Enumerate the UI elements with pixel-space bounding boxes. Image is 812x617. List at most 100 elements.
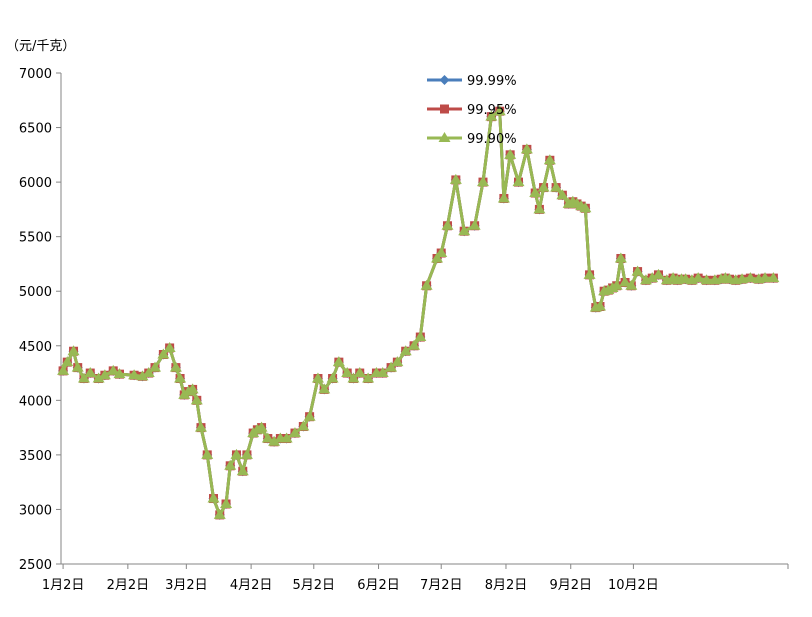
series-point — [391, 356, 404, 367]
series-point — [190, 394, 203, 405]
series-point — [759, 272, 772, 283]
x-tick-label: 10月2日 — [608, 578, 659, 593]
series-point — [163, 341, 176, 352]
series-point — [449, 173, 462, 184]
series-point — [504, 148, 517, 159]
x-tick-label: 4月2日 — [230, 578, 273, 593]
series-point — [240, 448, 253, 459]
series-point — [297, 420, 310, 431]
x-tick-label: 7月2日 — [420, 578, 463, 593]
y-tick-label: 3000 — [19, 503, 52, 518]
series-point — [213, 508, 226, 519]
y-tick-label: 5000 — [19, 285, 52, 300]
series-point — [236, 465, 249, 476]
series-point — [767, 272, 780, 283]
y-tick-label: 4500 — [19, 340, 52, 355]
x-tick-label: 8月2日 — [485, 578, 528, 593]
series-point — [207, 492, 220, 503]
x-tick-label: 5月2日 — [293, 578, 336, 593]
series-point — [98, 369, 111, 380]
series-point — [520, 143, 533, 154]
series-point — [610, 279, 623, 290]
series-point — [458, 225, 471, 236]
series-point — [431, 252, 444, 263]
series-point — [224, 459, 237, 470]
series-point — [736, 273, 749, 284]
series-point — [537, 181, 550, 192]
series-point — [420, 279, 433, 290]
series-point — [533, 203, 546, 214]
series-point — [142, 367, 155, 378]
series-point — [631, 265, 644, 276]
series-point — [408, 339, 421, 350]
series-point — [136, 370, 149, 381]
series-99.95% — [58, 106, 778, 520]
series-point — [332, 356, 345, 367]
series-point — [220, 497, 233, 508]
legend-swatch-marker — [438, 132, 451, 142]
series-point — [149, 361, 162, 372]
series-point — [646, 272, 659, 283]
series-point — [92, 372, 105, 383]
x-tick-label: 3月2日 — [165, 578, 208, 593]
legend-label: 99.90% — [467, 132, 517, 147]
series-point — [261, 432, 274, 443]
series-point — [529, 187, 542, 198]
series-point — [77, 372, 90, 383]
series-point — [280, 432, 293, 443]
x-tick-label: 2月2日 — [107, 578, 150, 593]
series-point — [414, 331, 427, 342]
series-point — [614, 252, 627, 263]
series-line — [61, 109, 774, 517]
legend-entry: 99.99% — [427, 74, 517, 89]
series-point — [268, 435, 281, 446]
series-point — [700, 274, 713, 285]
series-point — [543, 154, 556, 165]
series-point — [107, 364, 120, 375]
series-layer — [57, 105, 780, 520]
series-point — [556, 189, 569, 200]
series-point — [593, 300, 606, 311]
legend-entry: 99.90% — [427, 132, 517, 147]
series-99.99% — [58, 106, 779, 520]
series-point — [493, 105, 506, 116]
series-point — [550, 181, 563, 192]
series-point — [485, 110, 498, 121]
series-point — [347, 372, 360, 383]
series-point — [71, 361, 84, 372]
series-point — [744, 272, 757, 283]
series-point — [497, 192, 510, 203]
legend: 99.99% 99.95% 99.90% — [427, 74, 517, 147]
series-point — [579, 202, 592, 213]
series-point — [186, 383, 199, 394]
series-point — [303, 410, 316, 421]
series-point — [157, 348, 170, 359]
series-point — [468, 219, 481, 230]
y-tick-label: 4000 — [19, 394, 52, 409]
series-point — [476, 176, 489, 187]
series-point — [230, 448, 243, 459]
series-point — [311, 372, 324, 383]
series-point — [255, 421, 268, 432]
series-point — [341, 367, 354, 378]
series-point — [174, 372, 187, 383]
axes: 2500 3000 3500 4000 4500 5000 5500 6000 6500 7000… — [19, 67, 789, 593]
series-point — [61, 356, 74, 367]
y-tick-label: 6500 — [19, 122, 52, 137]
series-point — [435, 247, 448, 258]
series-point — [353, 367, 366, 378]
series-point — [652, 268, 665, 279]
series-point — [67, 345, 80, 356]
series-point — [128, 369, 141, 380]
legend-entry: 99.95% — [427, 103, 517, 118]
series-point — [376, 367, 389, 378]
series-point — [318, 383, 331, 394]
y-tick-label: 2500 — [19, 558, 52, 573]
x-tick-label: 6月2日 — [357, 578, 400, 593]
series-point — [326, 372, 339, 383]
series-point — [194, 421, 207, 432]
series-99.90% — [57, 105, 780, 519]
legend-label: 99.95% — [467, 103, 517, 118]
series-line — [61, 109, 774, 517]
